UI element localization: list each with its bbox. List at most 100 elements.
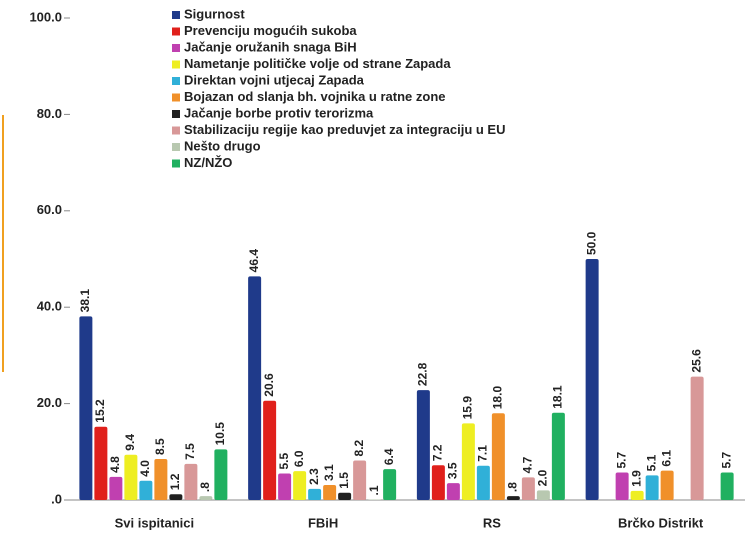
y-tick-label: 100.0: [29, 9, 62, 24]
value-label: 25.6: [689, 349, 703, 373]
value-label: .8: [506, 482, 520, 492]
bar: [506, 496, 520, 500]
bar: [383, 469, 397, 500]
value-label: 4.0: [138, 460, 152, 477]
x-tick-label: Brčko Distrikt: [618, 515, 704, 530]
bar: [323, 485, 337, 500]
value-label: .8: [198, 482, 212, 492]
value-label: 8.2: [352, 439, 366, 456]
bar: [169, 494, 183, 500]
y-tick-label: 20.0: [37, 395, 62, 410]
legend-swatch: [172, 159, 180, 168]
x-tick-label: RS: [483, 515, 501, 530]
bar: [184, 463, 198, 500]
bar: [690, 376, 704, 500]
legend-swatch: [172, 126, 180, 135]
legend-swatch: [172, 110, 180, 118]
value-label: 10.5: [213, 422, 227, 446]
value-label: 2.3: [307, 468, 321, 485]
bar: [199, 496, 213, 500]
bar: [491, 413, 505, 500]
legend-label: Direktan vojni utjecaj Zapada: [184, 72, 365, 87]
value-label: 1.2: [168, 473, 182, 490]
bar: [293, 471, 307, 500]
y-tick-label: 60.0: [37, 202, 62, 217]
bar: [248, 276, 262, 500]
bar: [214, 449, 228, 500]
bar: [79, 316, 93, 500]
value-label: 6.4: [382, 448, 396, 465]
bar: [615, 472, 629, 500]
value-label: 6.1: [659, 450, 673, 467]
y-tick-label: 80.0: [37, 106, 62, 121]
value-label: 1.5: [337, 472, 351, 489]
legend-swatch: [172, 60, 180, 69]
value-label: 7.5: [183, 443, 197, 460]
bar: [353, 460, 367, 500]
bar: [551, 412, 565, 500]
legend-label: Sigurnost: [184, 6, 245, 21]
value-label: 9.4: [123, 434, 137, 451]
bar: [338, 492, 352, 500]
value-label: 3.1: [322, 464, 336, 481]
bar: [94, 426, 108, 500]
value-label: 20.6: [262, 373, 276, 397]
bar: [278, 473, 292, 500]
bar: [660, 470, 674, 500]
bar: [476, 465, 490, 500]
y-tick-label: 40.0: [37, 299, 62, 314]
value-label: 1.9: [629, 470, 643, 487]
legend-label: Jačanje borbe protiv terorizma: [184, 105, 374, 120]
y-tick-label: .0: [51, 491, 62, 506]
value-label: 18.0: [491, 386, 505, 410]
value-label: 15.9: [461, 396, 475, 420]
value-label: 3.5: [446, 462, 460, 479]
bar: [521, 477, 535, 500]
legend-label: Stabilizaciju regije kao preduvjet za in…: [184, 122, 505, 137]
value-label: 46.4: [247, 249, 261, 273]
value-label: 18.1: [551, 385, 565, 409]
legend-swatch: [172, 143, 180, 151]
bar: [461, 423, 475, 500]
value-label: 4.8: [108, 456, 122, 473]
legend-label: Prevenciju mogućih sukoba: [184, 23, 357, 38]
bar: [154, 459, 168, 500]
value-label: 5.7: [719, 452, 733, 469]
bar: [630, 490, 644, 500]
value-label: 5.5: [277, 452, 291, 469]
bar: [109, 476, 123, 500]
value-label: 2.0: [536, 469, 550, 486]
bar: [431, 465, 445, 500]
value-label: 7.2: [431, 444, 445, 461]
legend-label: Bojazan od slanja bh. vojnika u ratne zo…: [184, 89, 446, 104]
value-label: 5.7: [614, 452, 628, 469]
bar: [645, 475, 659, 500]
value-label: 15.2: [93, 399, 107, 423]
bar: [585, 259, 599, 500]
bar: [536, 490, 550, 500]
legend-label: Nešto drugo: [184, 138, 261, 153]
legend-label: Nametanje političke volje od strane Zapa…: [184, 56, 451, 71]
bar: [308, 488, 322, 500]
legend-label: NZ/NŽO: [184, 155, 232, 170]
legend-swatch: [172, 11, 180, 19]
bar: [124, 454, 138, 500]
legend-swatch: [172, 44, 180, 52]
legend-swatch: [172, 27, 180, 36]
value-label: 22.8: [416, 362, 430, 386]
legend-label: Jačanje oružanih snaga BiH: [184, 39, 357, 54]
value-label: 6.0: [292, 450, 306, 467]
bar: [416, 390, 430, 500]
x-tick-label: Svi ispitanici: [115, 515, 194, 530]
legend-swatch: [172, 93, 180, 102]
bar: [720, 472, 734, 500]
bar: [263, 400, 277, 500]
value-label: 50.0: [584, 231, 598, 255]
value-label: 8.5: [153, 438, 167, 455]
legend-swatch: [172, 77, 180, 85]
value-label: 5.1: [644, 454, 658, 471]
bar: [446, 483, 460, 500]
value-label: 4.7: [521, 456, 535, 473]
value-label: 7.1: [476, 445, 490, 462]
